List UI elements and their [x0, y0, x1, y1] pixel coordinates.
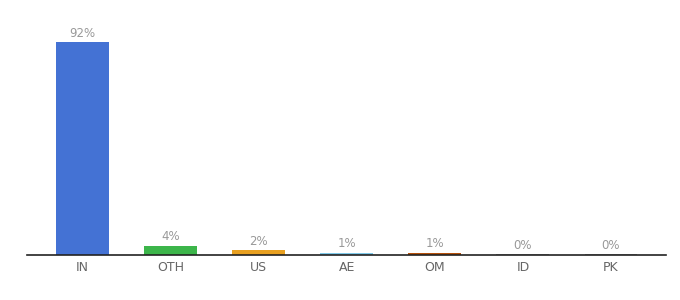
Text: 1%: 1% [426, 237, 444, 250]
Text: 4%: 4% [161, 230, 180, 243]
Bar [144, 246, 197, 255]
Bar [496, 254, 549, 255]
Bar [56, 43, 109, 255]
Text: 0%: 0% [513, 238, 532, 251]
Bar [233, 250, 285, 255]
Bar [409, 253, 461, 255]
Text: 92%: 92% [69, 27, 96, 40]
Text: 1%: 1% [337, 237, 356, 250]
Text: 0%: 0% [602, 238, 620, 251]
Bar [585, 254, 637, 255]
Text: 2%: 2% [250, 235, 268, 248]
Bar [320, 253, 373, 255]
